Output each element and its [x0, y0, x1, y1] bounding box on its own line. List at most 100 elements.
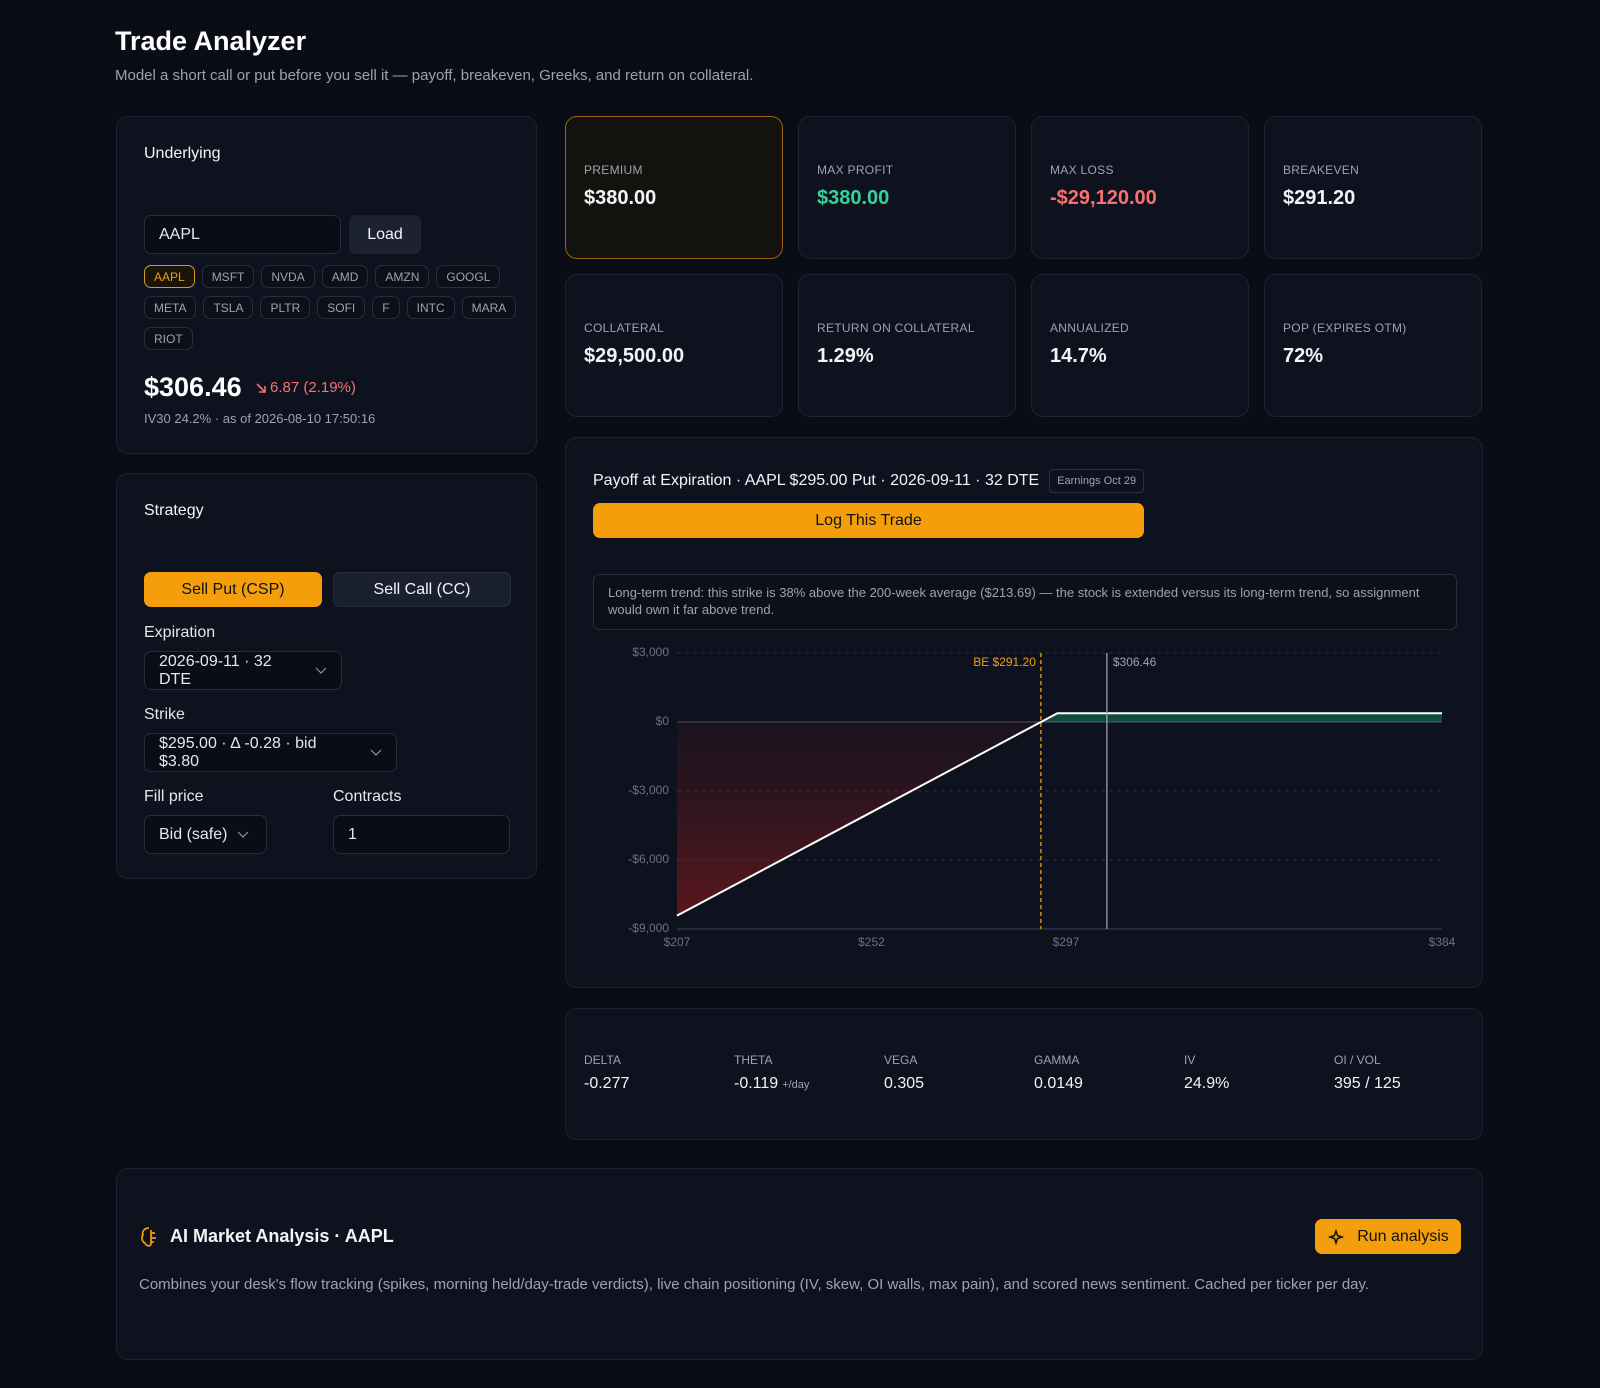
metric-value: $291.20 — [1283, 187, 1356, 209]
page-title: Trade Analyzer — [115, 26, 307, 56]
payoff-card: Payoff at Expiration · AAPL $295.00 Put … — [565, 437, 1483, 988]
metric-label: MAX LOSS — [1050, 163, 1114, 177]
select-value: $295.00 · Δ -0.28 · bid $3.80 — [159, 734, 317, 770]
button-text: Run analysis — [1357, 1227, 1449, 1245]
metric-card: MAX PROFIT $380.00 — [798, 116, 1016, 259]
select-value: Bid (safe) — [159, 825, 228, 843]
metric-card: ANNUALIZED 14.7% — [1031, 274, 1249, 417]
ticker-chip[interactable]: SOFI — [317, 296, 366, 319]
expiration-select[interactable]: 2026-09-11 · 32 DTE — [144, 651, 342, 690]
ticker-chip[interactable]: AAPL — [144, 265, 195, 288]
ticker-chip[interactable]: GOOGL — [436, 265, 501, 288]
payoff-line — [676, 712, 1442, 917]
fill-select[interactable]: Bid (safe) — [144, 815, 267, 854]
greek: VEGA 0.305 — [884, 1053, 924, 1093]
field-label: Strike — [144, 706, 185, 723]
x-tick-label: $252 — [858, 935, 885, 949]
run-analysis-button[interactable]: Run analysis — [1315, 1219, 1461, 1254]
ticker-chip[interactable]: RIOT — [144, 327, 193, 350]
x-tick-label: $297 — [1053, 935, 1080, 949]
greek: THETA -0.119 +/day — [734, 1053, 809, 1093]
metric-value: 1.29% — [817, 345, 874, 367]
greek-unit: +/day — [782, 1079, 810, 1091]
ticker-chip[interactable]: TSLA — [203, 296, 254, 319]
field-label: Contracts — [333, 788, 402, 805]
greek-value-row: 0.305 — [884, 1075, 924, 1093]
greek: IV 24.9% — [1184, 1053, 1229, 1093]
select-value: 2026-09-11 · 32 DTE — [159, 652, 272, 688]
price-change-text: 6.87 (2.19%) — [270, 379, 356, 396]
greek-label: GAMMA — [1034, 1053, 1080, 1067]
sell-put-button[interactable]: Sell Put (CSP) — [144, 572, 322, 607]
log-trade-button[interactable]: Log This Trade — [593, 503, 1144, 538]
greek: OI / VOL 395 / 125 — [1334, 1053, 1401, 1093]
loss-area — [677, 722, 1442, 916]
price-change: 6.87 (2.19%) — [255, 379, 356, 396]
strike-select[interactable]: $295.00 · Δ -0.28 · bid $3.80 — [144, 733, 397, 772]
ticker-chip[interactable]: META — [144, 296, 197, 319]
metric-label: PREMIUM — [584, 163, 643, 177]
card-heading: Strategy — [144, 502, 204, 519]
metric-value: $29,500.00 — [584, 345, 685, 367]
ticker-chip[interactable]: INTC — [406, 296, 455, 319]
metric-label: ANNUALIZED — [1050, 321, 1130, 335]
sell-call-button[interactable]: Sell Call (CC) — [333, 572, 511, 607]
metric-value: $380.00 — [584, 187, 657, 209]
greek-label: OI / VOL — [1334, 1053, 1381, 1067]
ai-title: AI Market Analysis · AAPL — [170, 1226, 394, 1246]
ticker-chip[interactable]: AMZN — [375, 265, 430, 288]
ticker-chip[interactable]: AMD — [321, 265, 369, 288]
y-tick-label: $3,000 — [632, 645, 669, 659]
y-tick-label: -$6,000 — [628, 852, 669, 866]
ticker-chip[interactable]: PLTR — [260, 296, 311, 319]
greek-value: -0.277 — [584, 1075, 630, 1092]
field-label: Expiration — [144, 624, 216, 641]
card-heading: Underlying — [144, 145, 221, 162]
greek-value-row: 24.9% — [1184, 1075, 1229, 1093]
greek-label: DELTA — [584, 1053, 621, 1067]
greek-label: IV — [1184, 1053, 1196, 1067]
ticker-chip[interactable]: MARA — [461, 296, 517, 319]
y-tick-label: $0 — [656, 714, 670, 728]
trend-note: Long-term trend: this strike is 38% abov… — [593, 574, 1457, 630]
ticker-chip[interactable]: F — [372, 296, 400, 319]
metric-card: MAX LOSS -$29,120.00 — [1031, 116, 1249, 259]
earnings-badge: Earnings Oct 29 — [1049, 469, 1145, 493]
profit-area — [677, 713, 1442, 722]
breakeven-line-label: BE $291.20 — [973, 655, 1036, 669]
greek: GAMMA 0.0149 — [1034, 1053, 1083, 1093]
greeks-card: DELTA -0.277 THETA -0.119 +/day VEGA 0.305 GAMM… — [565, 1008, 1483, 1140]
metric-label: MAX PROFIT — [817, 163, 894, 177]
greek-value: -0.119 — [734, 1075, 779, 1092]
metric-card: RETURN ON COLLATERAL 1.29% — [798, 274, 1016, 417]
metric-card: POP (EXPIRES OTM) 72% — [1264, 274, 1482, 417]
price: $306.46 — [144, 372, 242, 402]
metric-card: COLLATERAL $29,500.00 — [565, 274, 783, 417]
payoff-chart: $3,000 $0 -$3,000 -$6,000 -$9,000$207 $252 $29… — [628, 645, 1456, 949]
ticker-input[interactable]: AAPL — [144, 215, 341, 254]
greek-label: VEGA — [884, 1053, 918, 1067]
metric-label: RETURN ON COLLATERAL — [817, 321, 975, 335]
payoff-title: Payoff at Expiration · AAPL $295.00 Put … — [593, 472, 1040, 489]
greek-value-row: -0.277 — [584, 1075, 629, 1093]
greek-value: 0.305 — [884, 1075, 925, 1092]
payoff-header: Payoff at Expiration · AAPL $295.00 Put … — [593, 469, 1145, 493]
ticker-chip[interactable]: NVDA — [261, 265, 315, 288]
greek-value-row: -0.119 +/day — [734, 1075, 809, 1093]
x-tick-label: $384 — [1429, 935, 1456, 949]
chevron — [370, 749, 382, 756]
down-arrow — [256, 382, 266, 393]
metric-label: POP (EXPIRES OTM) — [1283, 321, 1407, 335]
price-meta: IV30 24.2% · as of 2026-08-10 17:50:16 — [144, 411, 376, 426]
y-tick-label: -$9,000 — [628, 921, 669, 935]
metric-label: BREAKEVEN — [1283, 163, 1360, 177]
contracts-input[interactable]: 1 — [333, 815, 510, 854]
metric-card: PREMIUM $380.00 — [565, 116, 783, 259]
spot-line-label: $306.46 — [1113, 655, 1157, 669]
load-button[interactable]: Load — [349, 215, 421, 254]
ticker-chip[interactable]: MSFT — [201, 265, 255, 288]
strategy-card: Strategy Sell Put (CSP) Sell Call (CC) E… — [116, 473, 537, 879]
chevron — [238, 831, 249, 838]
greek: DELTA -0.277 — [584, 1053, 629, 1093]
ai-description: Combines your desk's flow tracking (spik… — [139, 1276, 1370, 1293]
